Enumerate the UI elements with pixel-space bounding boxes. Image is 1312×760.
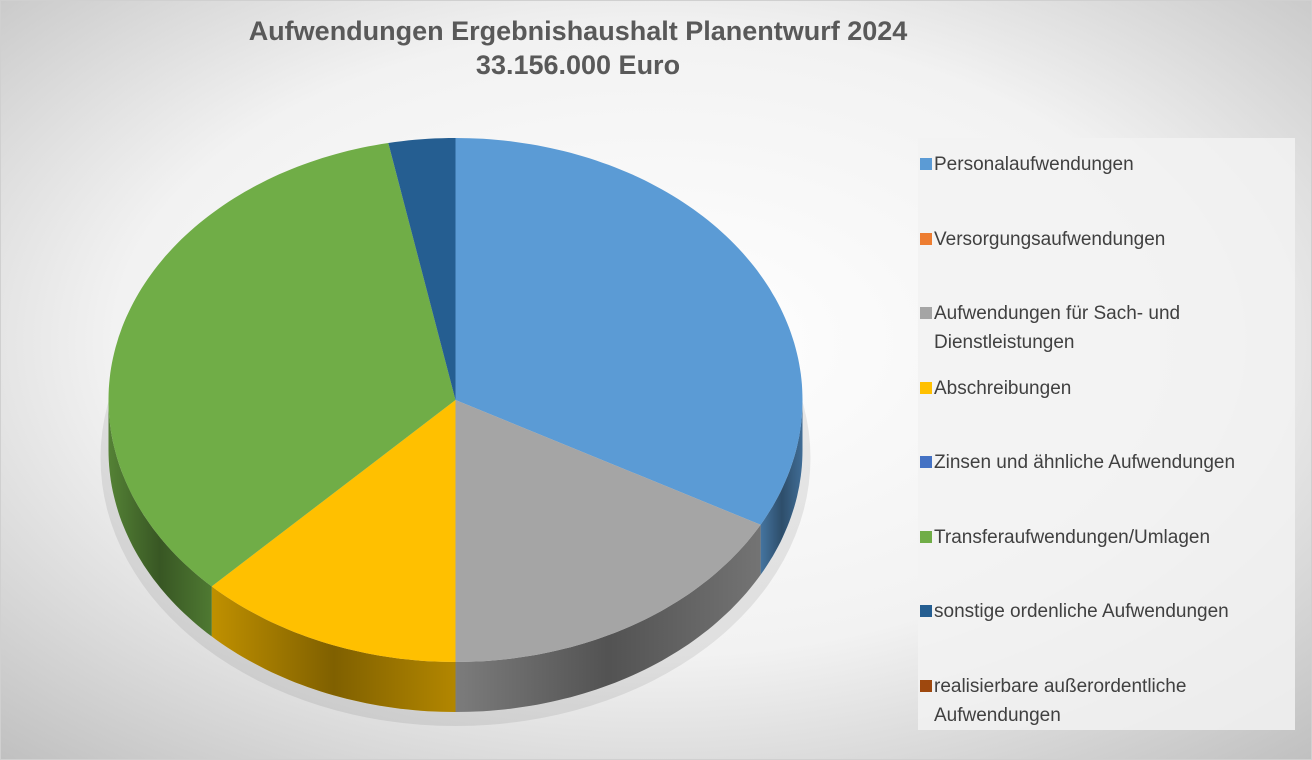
legend-item: Zinsen und ähnliche Aufwendungen xyxy=(918,448,1288,477)
legend-swatch xyxy=(920,679,932,692)
legend-label: Aufwendungen für Sach- und Dienstleistun… xyxy=(934,303,1181,353)
legend-swatch xyxy=(920,605,932,617)
slice-side-shade xyxy=(108,400,212,637)
pie-tops xyxy=(108,138,803,662)
legend-label: Transferaufwendungen/Umlagen xyxy=(934,526,1211,548)
legend-item: sonstige ordenliche Aufwendungen xyxy=(918,597,1288,626)
slice xyxy=(108,143,456,587)
slice xyxy=(455,400,761,662)
legend-label: sonstige ordenliche Aufwendungen xyxy=(934,601,1229,622)
slice-side xyxy=(108,400,212,637)
slice-side-shade xyxy=(211,586,456,712)
legend-swatch xyxy=(920,158,932,170)
chart-title: Aufwendungen Ergebnishaushalt Planentwur… xyxy=(249,16,908,46)
legend-swatch xyxy=(920,456,932,468)
legend-item: Transferaufwendungen/Umlagen xyxy=(918,523,1288,552)
legend-item: Personalaufwendungen xyxy=(918,150,1288,179)
legend-item: Abschreibungen xyxy=(918,374,1288,403)
legend-swatch xyxy=(920,381,932,394)
legend-swatch xyxy=(920,232,932,245)
slice-side xyxy=(455,524,761,712)
slice xyxy=(211,400,456,662)
legend-item: Versorgungsaufwendungen xyxy=(918,225,1288,254)
legend-label: Personalaufwendungen xyxy=(934,154,1134,175)
slice-side xyxy=(211,586,456,712)
legend-label: Abschreibungen xyxy=(934,377,1072,399)
legend-label: Zinsen und ähnliche Aufwendungen xyxy=(934,452,1236,473)
legend-label: realisierbare außerordentliche Aufwendun… xyxy=(934,675,1187,726)
chart-subtitle: 33.156.000 Euro xyxy=(476,50,680,80)
legend: Personalaufwendungen Versorgungsaufwendun… xyxy=(918,138,1295,730)
legend-item: realisierbare außerordentliche Aufwendun… xyxy=(918,672,1288,730)
legend-label: Versorgungsaufwendungen xyxy=(934,228,1166,250)
slice-side-shade xyxy=(455,524,761,712)
slice-side-shade xyxy=(760,400,803,575)
pie-sides xyxy=(108,400,803,712)
slice-side xyxy=(760,400,803,575)
legend-swatch xyxy=(920,307,932,319)
legend-swatch xyxy=(920,530,932,543)
slice xyxy=(388,138,456,400)
slice xyxy=(455,138,803,525)
legend-item: Aufwendungen für Sach- und Dienstleistun… xyxy=(918,299,1288,357)
